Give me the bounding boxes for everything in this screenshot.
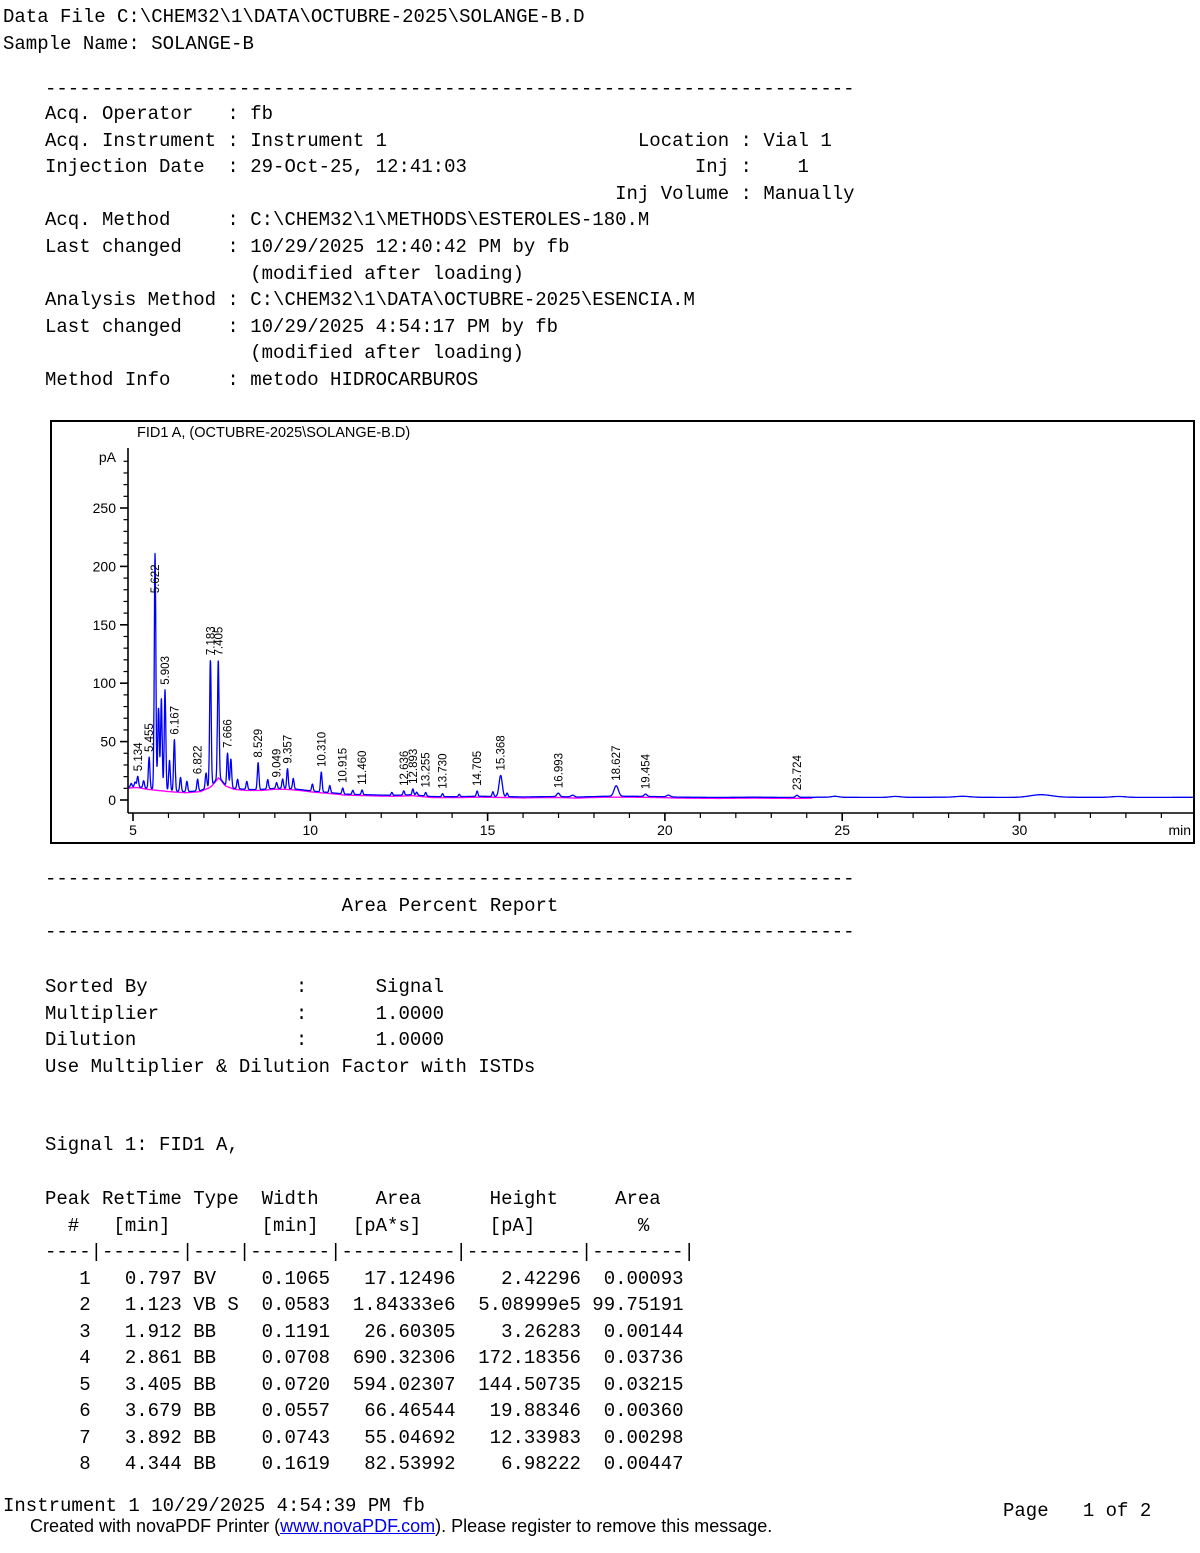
- y-tick-label: 150: [93, 617, 117, 633]
- acq-operator-line: Acq. Operator : fb: [45, 103, 274, 125]
- data-file-line: Data File C:\CHEM32\1\DATA\OCTUBRE-2025\…: [3, 6, 585, 28]
- acquisition-info-block: Acq. Operator : fb Acq. Instrument : Ins…: [45, 101, 855, 394]
- table-row: 8 4.344 BB 0.1619 82.53992 6.98222 0.004…: [45, 1453, 684, 1475]
- chart-title: FID1 A, (OCTUBRE-2025\SOLANGE-B.D): [137, 425, 410, 441]
- peak-label: 15.368: [496, 735, 508, 770]
- peak-label: 12.636: [399, 751, 411, 786]
- baseline-trace: [127, 777, 813, 800]
- acq-method-line: Acq. Method : C:\CHEM32\1\METHODS\ESTERO…: [45, 209, 650, 232]
- footer-instrument-line: Instrument 1 10/29/2025 4:54:39 PM fb: [3, 1497, 425, 1511]
- x-tick-label: 25: [834, 822, 850, 838]
- y-tick-label: 50: [100, 734, 116, 750]
- footer-instrument-clip: Instrument 1 10/29/2025 4:54:39 PM fb: [3, 1497, 425, 1511]
- separator-line: ----------------------------------------…: [45, 78, 855, 100]
- dilution-line: Dilution : 1.0000: [45, 1029, 445, 1052]
- y-tick-label: 250: [93, 500, 117, 516]
- table-row: 2 1.123 VB S 0.0583 1.84333e6 5.08999e5 …: [45, 1294, 684, 1316]
- peak-label: 19.454: [641, 753, 653, 789]
- table-row: 7 3.892 BB 0.0743 55.04692 12.33983 0.00…: [45, 1426, 684, 1449]
- signal-trace: [127, 552, 1194, 799]
- injection-date-line: Injection Date : 29-Oct-25, 12:41:03 Inj…: [45, 156, 809, 179]
- inj-volume-line: Inj Volume : Manually: [45, 182, 855, 205]
- x-axis-unit: min: [1168, 822, 1191, 838]
- signal-heading: Signal 1: FID1 A,: [45, 1134, 239, 1156]
- peak-label: 8.529: [253, 729, 265, 758]
- acq-instrument-line: Acq. Instrument : Instrument 1 Location …: [45, 129, 832, 152]
- peak-table: Peak RetTime Type Width Area Height Area…: [45, 1186, 695, 1478]
- page-number: Page 1 of 2: [1003, 1500, 1152, 1522]
- peak-label: 18.627: [611, 746, 623, 781]
- chromatogram: 0 50 100 150 200 250 pA 5 10 15 20 25 30 min 5.1345.45…: [93, 425, 1194, 838]
- peak-label: 10.915: [338, 748, 350, 783]
- area-percent-report-title: Area Percent Report: [341, 895, 559, 917]
- istd-note-line: Use Multiplier & Dilution Factor with IS…: [45, 1055, 536, 1078]
- table-row: 1 0.797 BV 0.1065 17.12496 2.42296 0.000…: [45, 1267, 684, 1290]
- peak-label: 23.724: [792, 755, 804, 791]
- table-row: 6 3.679 BB 0.0557 66.46544 19.88346 0.00…: [45, 1400, 684, 1422]
- x-tick-label: 30: [1012, 822, 1028, 838]
- y-tick-label: 200: [93, 558, 117, 574]
- separator-line: ----------------------------------------…: [45, 868, 855, 890]
- peak-label: 7.666: [223, 719, 235, 748]
- novapdf-link[interactable]: www.novaPDF.com: [280, 1516, 436, 1536]
- watermark-text-prefix: Created with novaPDF Printer (: [30, 1516, 281, 1536]
- x-tick-label: 20: [657, 822, 673, 838]
- x-tick-label: 15: [480, 822, 496, 838]
- novapdf-watermark: Created with novaPDF Printer (www.novaPD…: [30, 1516, 772, 1537]
- table-units-row: # [min] [min] [pA*s] [pA] %: [45, 1214, 684, 1237]
- peak-label: 10.310: [316, 732, 328, 767]
- x-tick-label: 5: [129, 822, 137, 838]
- peak-label: 5.455: [144, 723, 156, 752]
- peak-label: 6.822: [193, 745, 205, 774]
- peak-label: 14.705: [472, 751, 484, 786]
- report-header: Data File C:\CHEM32\1\DATA\OCTUBRE-2025\…: [3, 4, 585, 57]
- analysis-method-line: Analysis Method : C:\CHEM32\1\DATA\OCTUB…: [45, 289, 695, 312]
- table-row: 4 2.861 BB 0.0708 690.32306 172.18356 0.…: [45, 1347, 684, 1369]
- peak-label: 7.405: [213, 627, 225, 656]
- last-changed-line-2: Last changed : 10/29/2025 4:54:17 PM by …: [45, 315, 559, 338]
- peak-label: 5.903: [160, 656, 172, 685]
- peak-label: 16.993: [553, 753, 565, 788]
- peak-label: 13.255: [421, 752, 433, 787]
- peak-label: 9.357: [283, 735, 295, 764]
- last-changed-line: Last changed : 10/29/2025 12:40:42 PM by…: [45, 235, 570, 258]
- separator-line: ----------------------------------------…: [45, 921, 855, 943]
- table-header-row: Peak RetTime Type Width Area Height Area: [45, 1188, 684, 1210]
- peak-label: 9.049: [272, 749, 284, 778]
- y-tick-label: 0: [108, 792, 116, 808]
- table-row: 3 1.912 BB 0.1191 26.60305 3.26283 0.001…: [45, 1320, 684, 1343]
- peak-label: 11.460: [357, 751, 369, 785]
- peak-label: 5.134: [133, 742, 145, 771]
- modified-note-line: (modified after loading): [45, 262, 524, 285]
- method-info-line: Method Info : metodo HIDROCARBUROS: [45, 368, 479, 391]
- table-row: 5 3.405 BB 0.0720 594.02307 144.50735 0.…: [45, 1373, 684, 1396]
- watermark-text-suffix: ). Please register to remove this messag…: [435, 1516, 773, 1536]
- report-parameters: Sorted By : Signal Multiplier : 1.0000 D…: [45, 974, 535, 1080]
- y-tick-label: 100: [93, 675, 117, 691]
- peak-label: 5.622: [150, 564, 162, 593]
- peak-label: 12.893: [408, 749, 420, 784]
- x-tick-label: 10: [303, 822, 319, 838]
- table-rule-row: ----|-------|----|-------|----------|---…: [45, 1241, 695, 1263]
- y-axis-unit: pA: [99, 449, 117, 465]
- peak-label: 13.730: [438, 754, 450, 789]
- chromatogram-frame: 0 50 100 150 200 250 pA 5 10 15 20 25 30 min 5.134 5.45…: [50, 420, 1195, 844]
- sample-name-line: Sample Name: SOLANGE-B: [3, 32, 254, 55]
- modified-note-line-2: (modified after loading): [45, 342, 524, 365]
- peak-label: 6.167: [169, 706, 181, 735]
- peak-label: 7.183: [205, 626, 217, 655]
- multiplier-line: Multiplier : 1.0000: [45, 1002, 445, 1025]
- sorted-by-line: Sorted By : Signal: [45, 976, 445, 998]
